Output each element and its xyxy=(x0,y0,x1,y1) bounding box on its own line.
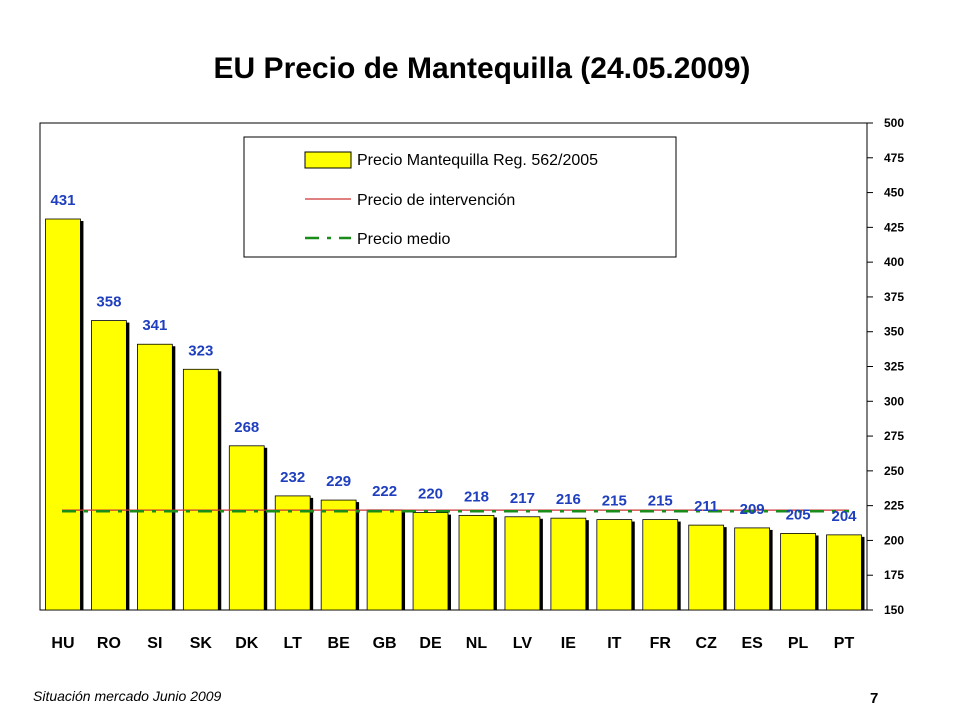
y-tick-label: 200 xyxy=(884,533,904,547)
data-label-CZ: 211 xyxy=(694,498,718,515)
y-tick-label: 175 xyxy=(884,568,904,582)
data-label-IT: 215 xyxy=(602,493,627,510)
x-tick-label-LT: LT xyxy=(284,635,303,652)
legend-swatch-bar xyxy=(304,151,352,169)
y-tick-label: 475 xyxy=(884,151,904,165)
data-label-BE: 229 xyxy=(326,473,351,490)
data-label-PL: 205 xyxy=(786,506,811,523)
data-label-PT: 204 xyxy=(832,508,858,525)
y-tick-label: 150 xyxy=(884,603,904,617)
y-tick-label: 225 xyxy=(884,499,904,513)
x-tick-label-PT: PT xyxy=(834,635,855,652)
bar-CZ xyxy=(688,524,725,611)
y-tick-label: 350 xyxy=(884,325,904,339)
x-tick-label-SK: SK xyxy=(190,635,213,652)
legend: Precio Mantequilla Reg. 562/2005 Precio … xyxy=(243,136,677,258)
x-tick-label-DE: DE xyxy=(419,635,442,652)
y-tick-label: 250 xyxy=(884,464,904,478)
footer-source: Situación mercado Junio 2009 xyxy=(33,688,222,704)
x-tick-label-HU: HU xyxy=(51,635,74,652)
page-number: 7 xyxy=(870,690,879,707)
bar-PT xyxy=(826,534,862,611)
data-label-DE: 220 xyxy=(418,486,443,503)
data-label-FR: 215 xyxy=(648,493,673,510)
y-tick-label: 275 xyxy=(884,429,904,443)
bar-SK xyxy=(182,368,219,611)
x-tick-label-GB: GB xyxy=(373,635,397,652)
data-label-ES: 209 xyxy=(740,501,765,518)
y-tick-label: 375 xyxy=(884,290,904,304)
bar-LV xyxy=(504,516,541,611)
data-label-NL: 218 xyxy=(464,488,489,505)
bar-BE xyxy=(320,499,357,611)
data-label-DK: 268 xyxy=(234,419,259,436)
data-label-SK: 323 xyxy=(188,342,213,359)
bar-LT xyxy=(274,495,311,611)
y-tick-label: 325 xyxy=(884,360,904,374)
x-tick-label-SI: SI xyxy=(147,635,162,652)
data-label-SI: 341 xyxy=(142,317,167,334)
chart-title: EU Precio de Mantequilla (24.05.2009) xyxy=(214,52,751,85)
y-tick-label: 500 xyxy=(884,116,904,130)
legend-label-bar: Precio Mantequilla Reg. 562/2005 xyxy=(357,152,598,169)
bar-GB xyxy=(366,509,403,611)
bar-IT xyxy=(596,519,633,611)
bar-PL xyxy=(780,533,816,611)
bar-DE xyxy=(412,512,449,611)
bar-FR xyxy=(642,519,679,611)
data-label-LV: 217 xyxy=(510,490,535,507)
bar-ES xyxy=(734,527,770,611)
x-tick-label-CZ: CZ xyxy=(696,635,718,652)
x-tick-label-LV: LV xyxy=(513,635,533,652)
bar-DK xyxy=(228,445,265,611)
bar-HU xyxy=(45,218,81,611)
data-label-IE: 216 xyxy=(556,491,581,508)
y-tick-label: 300 xyxy=(884,394,904,408)
bar-NL xyxy=(458,514,495,611)
x-tick-label-PL: PL xyxy=(788,635,809,652)
x-tick-label-IT: IT xyxy=(607,635,621,652)
data-label-HU: 431 xyxy=(50,192,75,209)
x-tick-label-RO: RO xyxy=(97,635,121,652)
x-tick-label-NL: NL xyxy=(466,635,488,652)
data-label-GB: 222 xyxy=(372,483,397,500)
y-tick-label: 400 xyxy=(884,255,904,269)
bar-IE xyxy=(550,517,587,611)
legend-label-mean: Precio medio xyxy=(357,231,450,248)
y-tick-label: 425 xyxy=(884,220,904,234)
x-tick-label-ES: ES xyxy=(741,635,763,652)
x-tick-label-IE: IE xyxy=(561,635,576,652)
bar-SI xyxy=(137,343,173,611)
x-tick-label-FR: FR xyxy=(650,635,672,652)
y-tick-label: 450 xyxy=(884,186,904,200)
data-label-LT: 232 xyxy=(280,469,305,486)
data-label-RO: 358 xyxy=(96,294,121,311)
legend-label-intervention: Precio de intervención xyxy=(357,192,515,209)
x-tick-label-DK: DK xyxy=(235,635,259,652)
bar-RO xyxy=(91,320,127,611)
x-tick-label-BE: BE xyxy=(328,635,351,652)
